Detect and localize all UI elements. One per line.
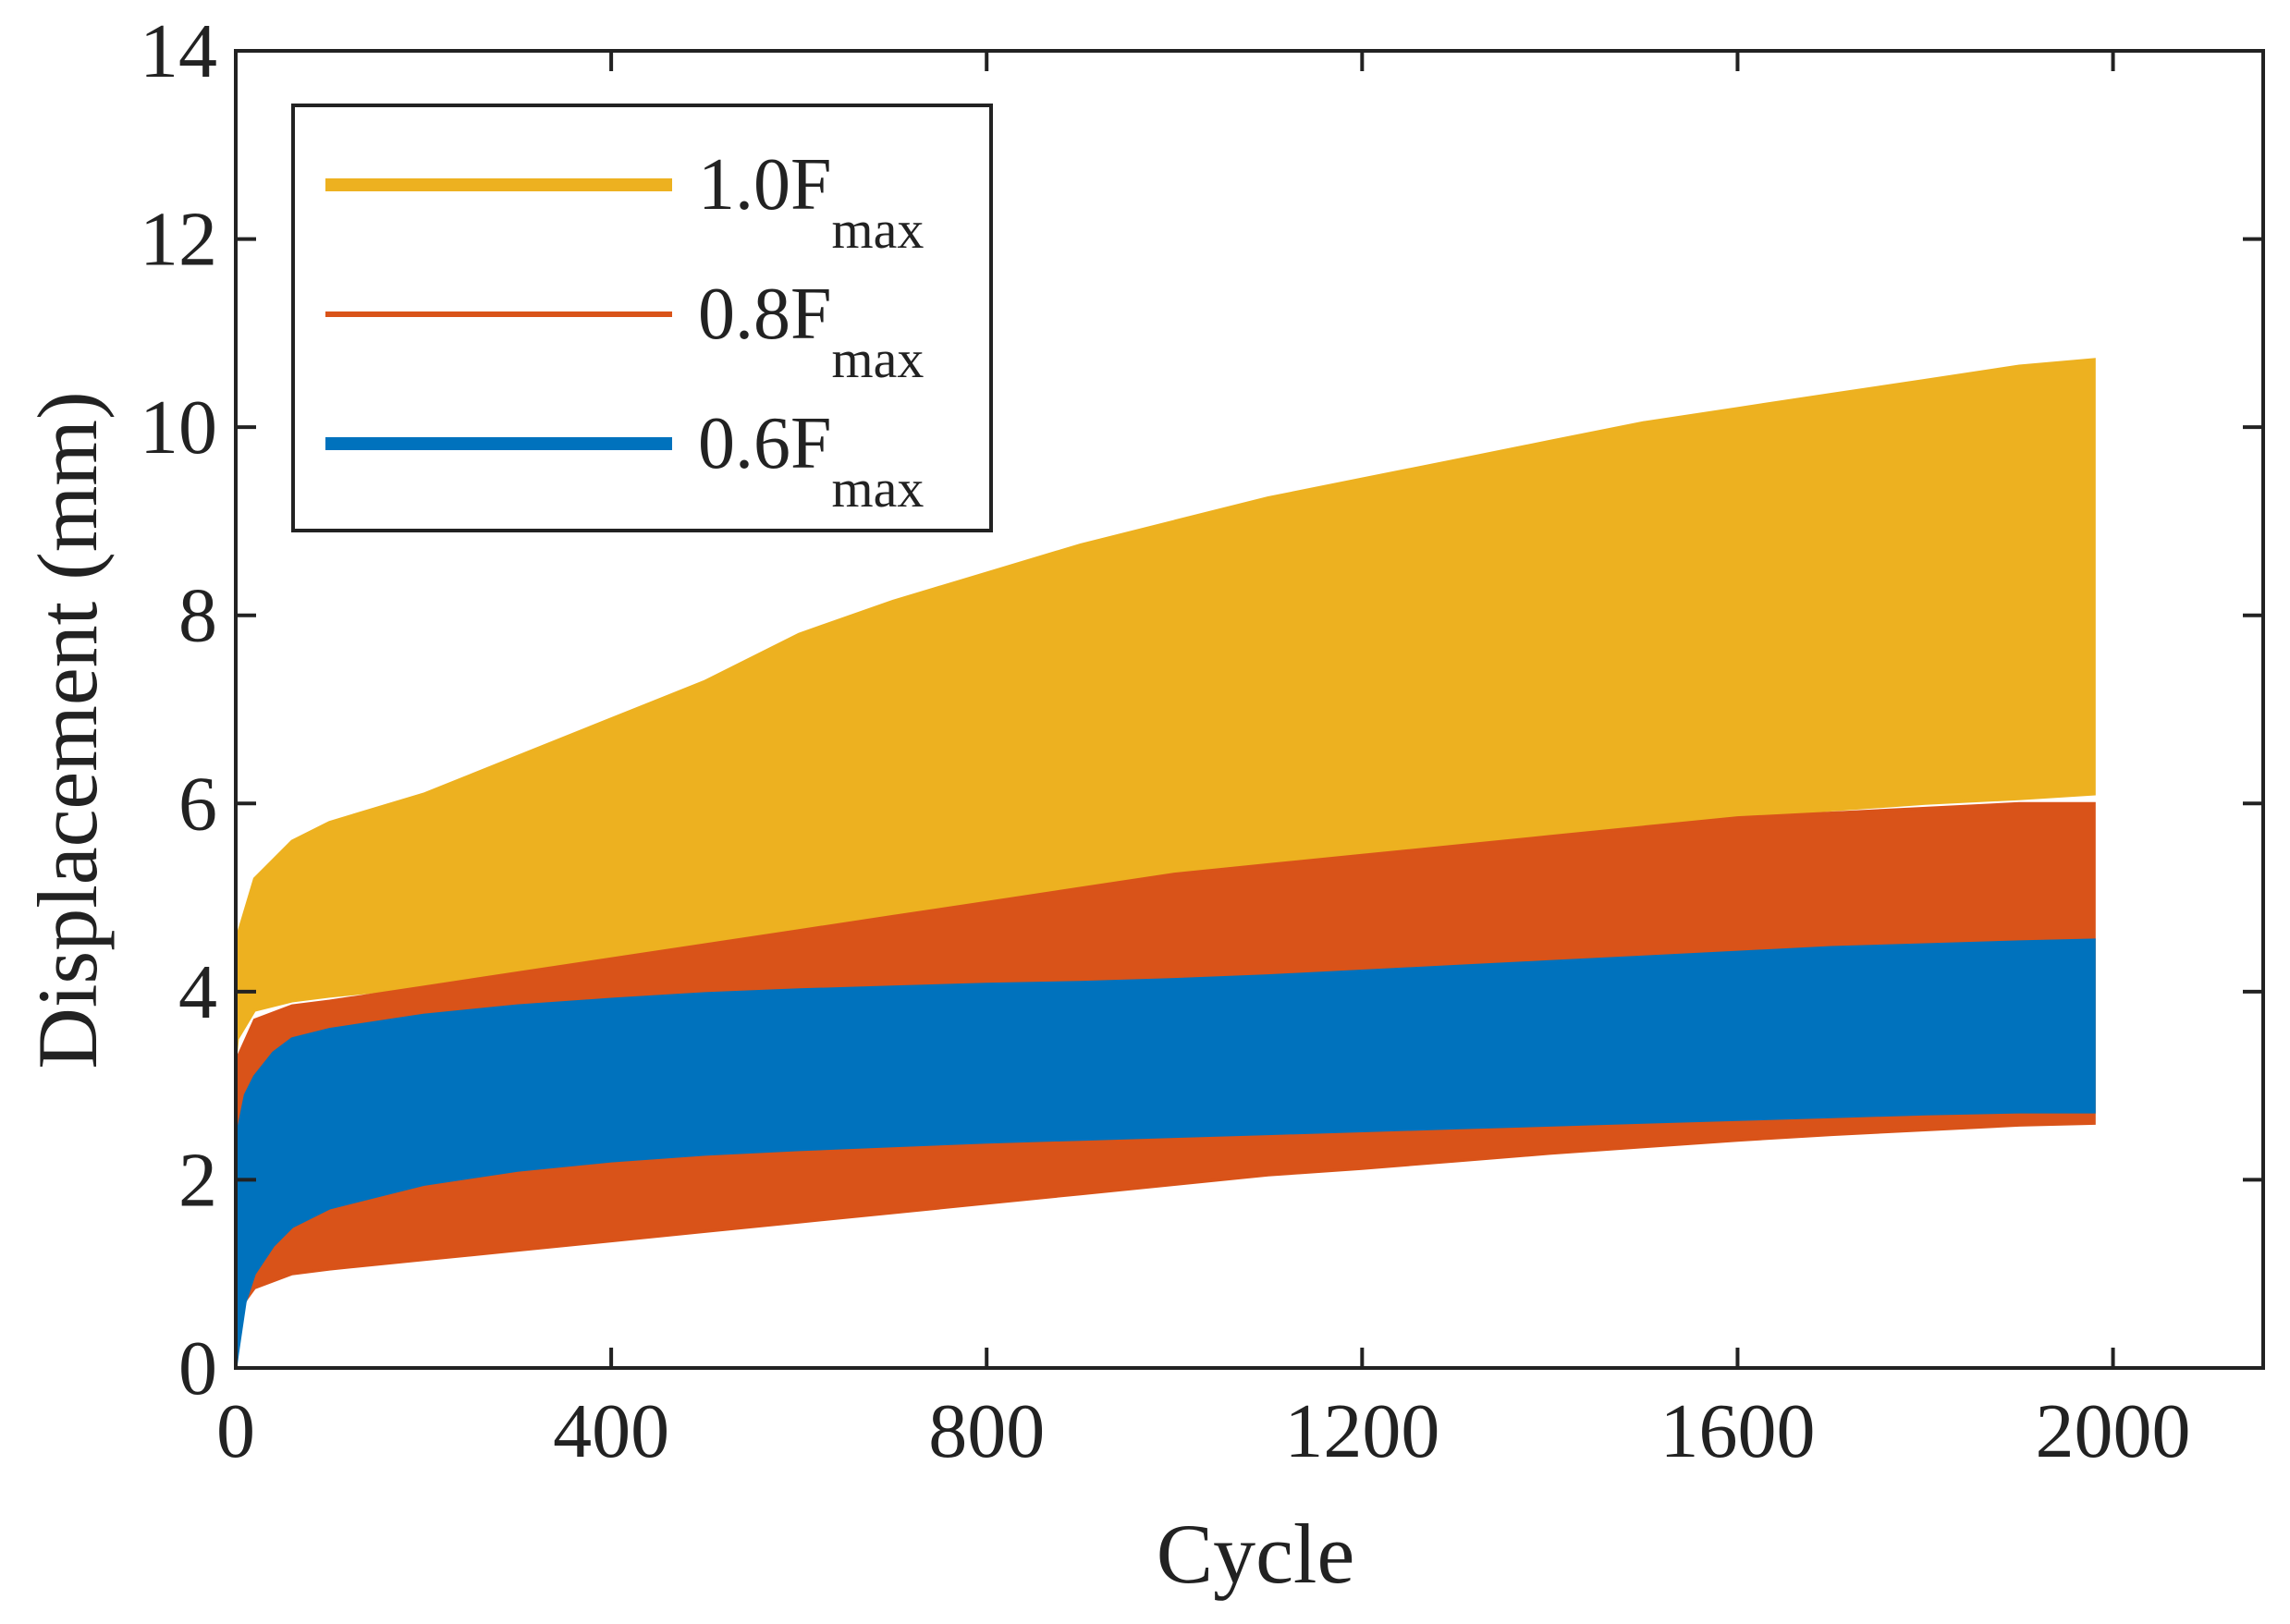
y-tick-label: 0 [178,1325,217,1411]
legend-label-1: 0.8Fmax [698,274,924,389]
y-tick-label: 10 [140,385,217,470]
axes [234,49,2265,1370]
x-tick-label: 1200 [1284,1388,1439,1474]
y-tick-label: 6 [178,761,217,847]
x-tick-label: 800 [928,1388,1045,1474]
y-axis-label: Displacement (mm) [20,391,115,1068]
ticks: 0 400 800 1200 1600 2000 0 2 4 6 8 10 12 14 [140,8,2263,1474]
x-tick-label: 2000 [2036,1388,2191,1474]
y-tick-label: 14 [140,8,217,94]
legend: 1.0Fmax 0.8Fmax 0.6Fmax [291,104,993,532]
plot-area [234,358,2096,1369]
legend-box [291,104,993,532]
x-tick-label: 1600 [1659,1388,1815,1474]
legend-label-2: 0.6Fmax [698,403,924,519]
x-tick-label: 0 [216,1388,255,1474]
y-tick-label: 12 [140,197,217,283]
y-tick-label: 8 [178,573,217,659]
axes-box [234,49,2265,1370]
x-tick-label: 400 [553,1388,669,1474]
legend-label-0: 1.0Fmax [698,144,924,260]
y-tick-label: 2 [178,1137,217,1223]
y-tick-label: 4 [178,949,217,1035]
x-axis-label: Cycle [1157,1507,1355,1601]
series-band-2 [234,938,2096,1369]
